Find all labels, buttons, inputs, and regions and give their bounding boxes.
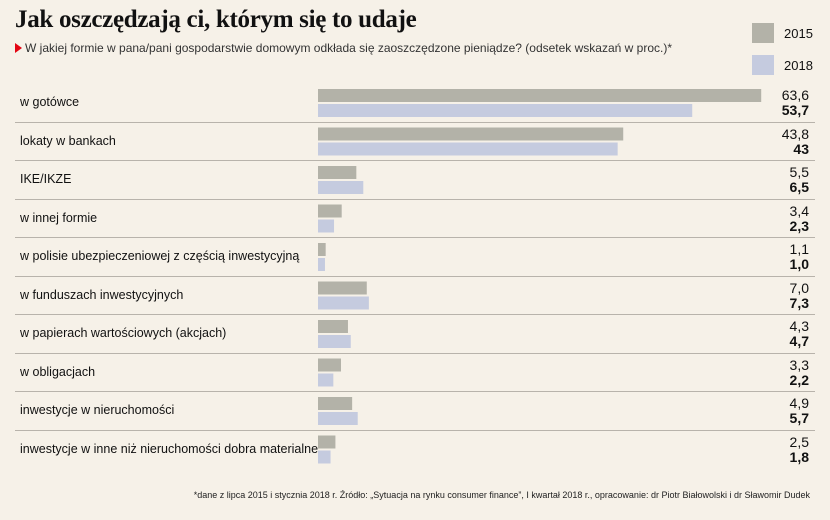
category-label: w papierach wartościowych (akcjach) — [20, 326, 227, 340]
bar-2015 — [318, 89, 762, 102]
legend-item-2018: 2018 — [752, 55, 813, 75]
category-label: w innej formie — [20, 210, 98, 225]
row-divider — [15, 237, 815, 238]
value-label-2018: 5,7 — [789, 410, 809, 426]
value-label-2015: 5,5 — [789, 164, 809, 180]
footnote: *dane z lipca 2015 i stycznia 2018 r. Źr… — [193, 490, 810, 500]
row-divider — [15, 121, 815, 123]
category-label: inwestycje w inne niż nieruchomości dobr… — [20, 441, 319, 456]
value-label-2015: 3,3 — [789, 356, 809, 373]
value-label-2018: 7,3 — [789, 294, 809, 311]
value-label-2015: 7,0 — [789, 279, 809, 296]
bar-2015 — [318, 358, 341, 372]
chart-title: Jak oszczędzają ci, którym się to udaje — [15, 6, 417, 33]
legend-swatch-2015 — [752, 23, 774, 43]
value-label-2015: 3,4 — [789, 202, 809, 219]
bar-2018 — [318, 258, 325, 271]
value-label-2018: 43 — [793, 140, 809, 157]
bar-2018 — [318, 373, 334, 387]
value-label-2015: 4,3 — [789, 318, 809, 334]
category-label: inwestycje w nieruchomości — [20, 403, 175, 417]
bar-2015 — [318, 281, 367, 295]
red-triangle-icon — [15, 43, 22, 53]
bar-2015 — [318, 166, 357, 179]
category-label: w polisie ubezpieczeniowej z częścią inw… — [20, 249, 300, 263]
category-label: lokaty w bankach — [20, 133, 116, 148]
value-label-2018: 4,7 — [789, 333, 809, 349]
bar-2015 — [318, 127, 624, 141]
value-label-2018: 53,7 — [781, 102, 809, 118]
bar-2018 — [318, 450, 331, 464]
bar-2015 — [318, 397, 353, 410]
value-label-2018: 1,0 — [789, 256, 809, 272]
row-divider — [15, 352, 815, 354]
value-label-2018: 1,8 — [789, 448, 809, 465]
value-label-2018: 2,3 — [789, 217, 809, 234]
chart-subtitle: W jakiej formie w pana/pani gospodarstwi… — [15, 41, 672, 55]
bar-2018 — [318, 412, 358, 425]
legend-label-2018: 2018 — [784, 57, 813, 73]
value-label-2015: 43,8 — [781, 125, 809, 142]
bar-2015 — [318, 243, 326, 256]
chart-subtitle-text: W jakiej formie w pana/pani gospodarstwi… — [25, 41, 672, 55]
value-label-2015: 2,5 — [789, 433, 809, 450]
legend-item-2015: 2015 — [752, 23, 813, 43]
row-divider — [15, 391, 815, 392]
category-label: w obligacjach — [20, 364, 96, 379]
value-label-2018: 2,2 — [789, 371, 809, 388]
row-divider — [15, 275, 815, 277]
value-label-2015: 63,6 — [781, 87, 809, 103]
bar-2015 — [318, 204, 342, 218]
bar-2015 — [318, 435, 336, 449]
legend-swatch-2018 — [752, 55, 774, 75]
bar-2018 — [318, 219, 335, 233]
category-label: w funduszach inwestycyjnych — [20, 287, 184, 302]
row-divider — [15, 160, 815, 161]
category-label: IKE/IKZE — [20, 172, 72, 186]
bar-2018 — [318, 335, 351, 348]
bar-2018 — [318, 296, 369, 310]
value-label-2018: 6,5 — [789, 179, 809, 195]
bar-2018 — [318, 181, 364, 194]
row-divider — [15, 314, 815, 315]
row-divider — [15, 429, 815, 431]
bar-2018 — [318, 142, 618, 156]
value-label-2015: 1,1 — [789, 241, 809, 257]
legend-label-2015: 2015 — [784, 25, 813, 41]
row-divider — [15, 198, 815, 200]
bar-2015 — [318, 320, 348, 333]
category-label: w gotówce — [20, 95, 80, 109]
value-label-2015: 4,9 — [789, 395, 809, 411]
bar-2018 — [318, 104, 693, 117]
